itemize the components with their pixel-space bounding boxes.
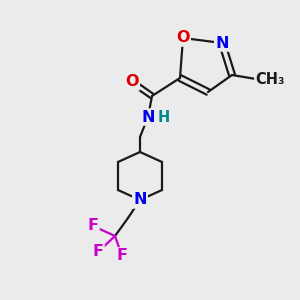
Text: F: F <box>88 218 98 233</box>
Text: N: N <box>133 193 147 208</box>
Text: O: O <box>125 74 139 89</box>
Text: F: F <box>116 248 128 263</box>
Text: N: N <box>215 35 229 50</box>
Text: O: O <box>176 31 190 46</box>
Text: N: N <box>141 110 155 124</box>
Text: CH₃: CH₃ <box>255 73 285 88</box>
Text: H: H <box>158 110 170 125</box>
Text: F: F <box>92 244 104 260</box>
